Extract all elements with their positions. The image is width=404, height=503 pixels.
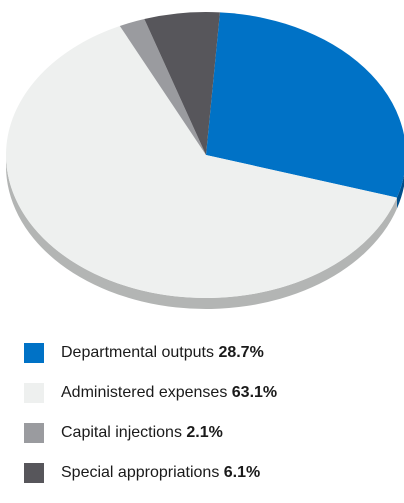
legend-swatch-administered-expenses [24,383,44,403]
legend-swatch-special-appropriations [24,463,44,483]
pie-chart: Departmental outputs 28.7% Administered … [5,12,404,483]
legend-label-administered-expenses: Administered expenses [61,384,228,401]
pie-top [5,12,404,298]
legend-label-departmental-outputs: Departmental outputs [61,344,214,361]
pie-depth [6,155,404,309]
legend-value-administered-expenses: 63.1% [231,384,278,401]
legend-value-departmental-outputs: 28.7% [218,344,264,361]
legend-label-special-appropriations: Special appropriations [61,464,220,481]
legend-item-administered-expenses: Administered expenses 63.1% [24,383,394,403]
legend-swatch-capital-injections [24,423,44,443]
legend: Departmental outputs 28.7% Administered … [24,343,394,503]
legend-label-capital-injections: Capital injections [61,424,182,441]
legend-value-special-appropriations: 6.1% [223,464,261,481]
pie-slice-administered-expenses [5,25,397,298]
pie-slice-special-appropriations [144,12,220,155]
legend-item-special-appropriations: Special appropriations 6.1% [24,463,394,483]
legend-swatch-departmental-outputs [24,343,44,363]
legend-value-capital-injections: 2.1% [186,424,223,441]
pie-slice-departmental-outputs [206,12,404,198]
legend-item-capital-injections: Capital injections 2.1% [24,423,394,443]
pie-slice-capital-injections [119,18,206,155]
pie-chart-svg [5,12,404,309]
legend-item-departmental-outputs: Departmental outputs 28.7% [24,343,394,363]
pie-side-departmental-outputs [396,174,404,209]
